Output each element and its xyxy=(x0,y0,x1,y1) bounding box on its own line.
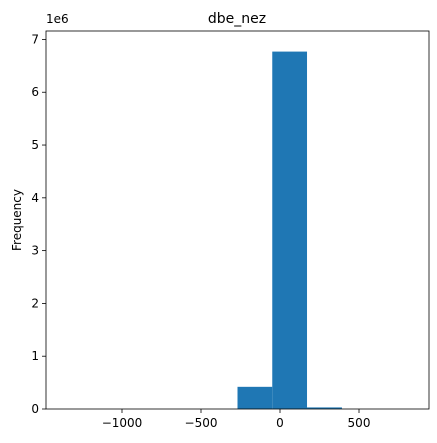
y-tick-label: 4 xyxy=(31,191,39,205)
bar xyxy=(272,51,308,409)
x-tick-label: −500 xyxy=(185,416,218,430)
offset-text: 1e6 xyxy=(46,12,69,26)
y-tick-label: 5 xyxy=(31,138,39,152)
y-tick-label: 7 xyxy=(31,32,39,46)
x-tick-label: −1000 xyxy=(102,416,143,430)
y-tick-label: 0 xyxy=(31,402,39,416)
x-tick-label: 0 xyxy=(276,416,284,430)
y-axis-label: Frequency xyxy=(10,189,24,251)
x-tick-label: 500 xyxy=(348,416,371,430)
y-tick-label: 3 xyxy=(31,244,39,258)
plot-frame xyxy=(45,30,430,410)
y-tick-label: 6 xyxy=(31,85,39,99)
y-tick-label: 2 xyxy=(31,296,39,310)
y-tick-label: 1 xyxy=(31,349,39,363)
bar xyxy=(237,386,273,409)
chart-title: dbe_nez xyxy=(208,11,266,27)
bar xyxy=(307,407,342,409)
